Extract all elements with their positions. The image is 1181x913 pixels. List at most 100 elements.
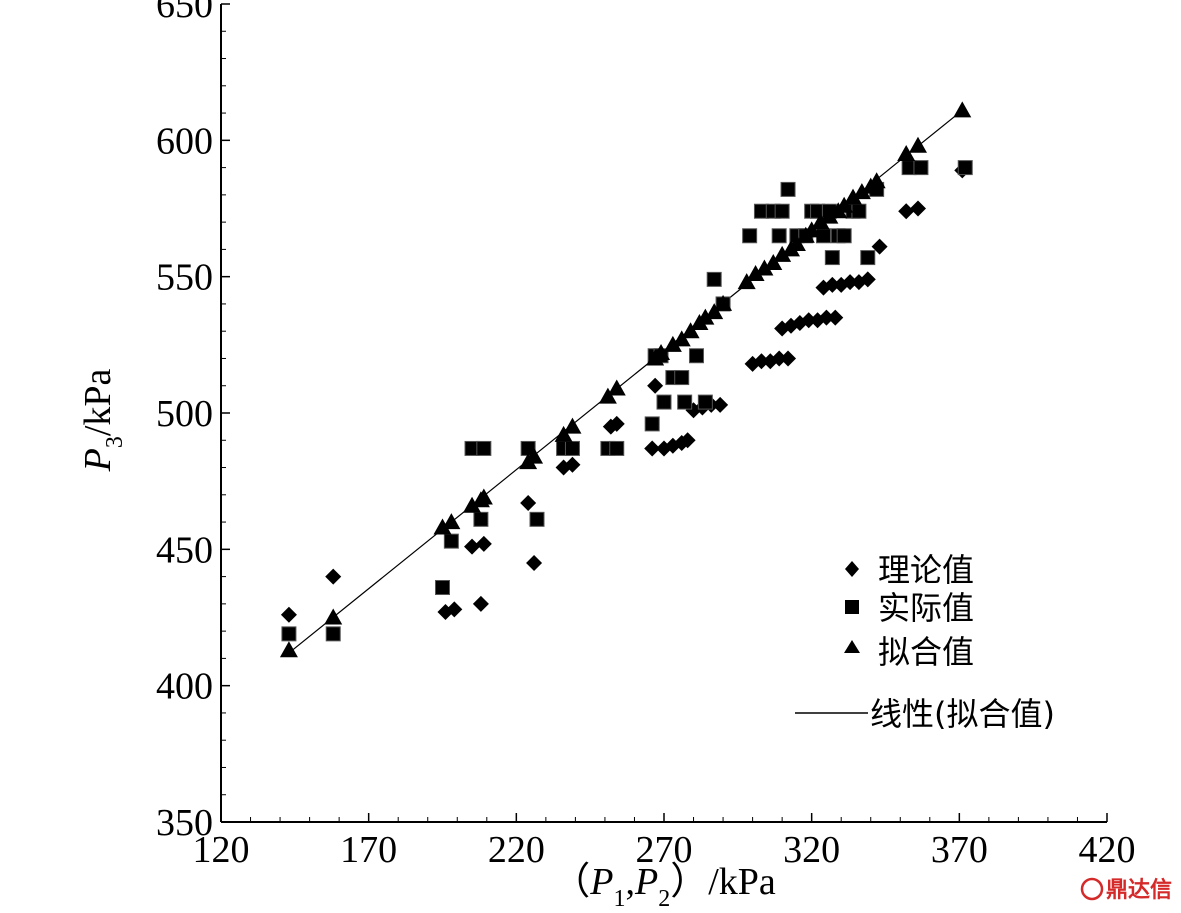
legend-marker-theoretical: [845, 561, 859, 577]
actual-point: [435, 580, 450, 596]
fitted-point: [811, 213, 830, 230]
x-tick-label: 370: [931, 829, 988, 871]
theoretical-point: [475, 535, 492, 552]
fitted-point: [867, 172, 886, 189]
actual-point: [913, 160, 929, 176]
fitted-point: [737, 273, 756, 290]
actual-point: [860, 250, 876, 266]
theoretical-point: [898, 203, 915, 220]
fitted-point: [705, 303, 724, 320]
theoretical-point: [520, 494, 537, 511]
watermark: 鼎达信: [1080, 877, 1172, 903]
fitted-point: [563, 417, 582, 434]
theoretical-point: [871, 238, 888, 255]
fitted-point: [773, 245, 792, 262]
theoretical-point: [446, 601, 463, 618]
actual-point: [742, 228, 758, 244]
x-tick-label: 270: [636, 829, 693, 871]
theoretical-point: [771, 350, 788, 367]
actual-point: [688, 348, 704, 364]
actual-point: [609, 440, 625, 456]
theoretical-point: [647, 377, 664, 394]
fitted-point: [755, 259, 774, 276]
actual-point: [281, 626, 297, 642]
actual-point: [674, 370, 690, 386]
fitted-point: [897, 144, 916, 161]
actual-point: [325, 626, 341, 642]
fitted-point: [598, 387, 617, 404]
fitted-point: [835, 196, 854, 213]
y-axis-title: P3/kPa: [77, 368, 128, 472]
y-tick-label: 400: [156, 666, 213, 708]
fitted-point: [525, 447, 544, 464]
legend-marker-fitted: [844, 640, 860, 653]
fitted-point: [681, 322, 700, 339]
fitted-point: [433, 518, 452, 535]
actual-point: [476, 440, 492, 456]
tick-marks: [220, 3, 1108, 823]
legend-label-theoretical: 理论值: [878, 551, 974, 589]
y-tick-label: 550: [156, 257, 213, 299]
fitted-point: [696, 308, 715, 325]
actual-point: [851, 203, 867, 219]
theoretical-point: [526, 554, 543, 571]
actual-point: [473, 511, 489, 527]
y-tick-label: 650: [156, 0, 213, 26]
tick-labels: 120 170 220 270 320 370 420 350 400 450 500 550 600 6…: [156, 0, 1136, 871]
actual-point: [824, 250, 840, 266]
fitted-point: [663, 335, 682, 352]
actual-point: [697, 394, 713, 410]
x-tick-label: 420: [1079, 829, 1136, 871]
fitted-point: [852, 183, 871, 200]
fitted-point: [474, 488, 493, 505]
actual-point: [656, 394, 672, 410]
actual-point: [529, 511, 545, 527]
theoretical-point: [608, 415, 625, 432]
y-tick-label: 600: [156, 120, 213, 162]
legend-label-actual: 实际值: [878, 589, 974, 627]
theoretical-point: [780, 350, 797, 367]
data-points: [279, 101, 973, 658]
actual-point: [774, 203, 790, 219]
fitted-point: [554, 425, 573, 442]
theoretical-point: [712, 396, 729, 413]
fitted-point: [279, 641, 298, 658]
theoretical-point: [472, 595, 489, 612]
y-tick-label: 450: [156, 529, 213, 571]
theoretical-point: [325, 568, 342, 585]
fitted-point: [746, 264, 765, 281]
actual-point: [771, 228, 787, 244]
actual-point: [780, 181, 796, 197]
fitted-point: [652, 344, 671, 361]
actual-point: [957, 160, 973, 176]
fitted-point: [324, 608, 343, 625]
actual-point: [836, 228, 852, 244]
theoretical-point: [464, 538, 481, 555]
fitted-point: [908, 136, 927, 153]
watermark-logo-icon: [1080, 877, 1104, 901]
fitted-point: [764, 254, 783, 271]
actual-point: [644, 416, 660, 432]
fitted-point: [442, 513, 461, 530]
x-tick-label: 320: [783, 829, 840, 871]
theoretical-point: [827, 309, 844, 326]
theoretical-point: [824, 276, 841, 293]
legend: 理论值 实际值 拟合值 线性(拟合值): [795, 551, 1055, 733]
y-tick-label: 500: [156, 393, 213, 435]
x-tick-label: 120: [193, 829, 250, 871]
actual-point: [564, 440, 580, 456]
theoretical-point: [909, 200, 926, 217]
theoretical-point: [644, 440, 661, 457]
fitted-point: [672, 330, 691, 347]
fitted-point: [802, 221, 821, 238]
fitted-point: [953, 101, 972, 118]
x-tick-label: 220: [488, 829, 545, 871]
y-tick-label: 350: [156, 802, 213, 844]
theoretical-point: [753, 353, 770, 370]
fitted-point: [714, 294, 733, 311]
theoretical-point: [842, 274, 859, 291]
fitted-point: [607, 379, 626, 396]
theoretical-point: [280, 606, 297, 623]
legend-label-fitted: 拟合值: [878, 633, 974, 671]
